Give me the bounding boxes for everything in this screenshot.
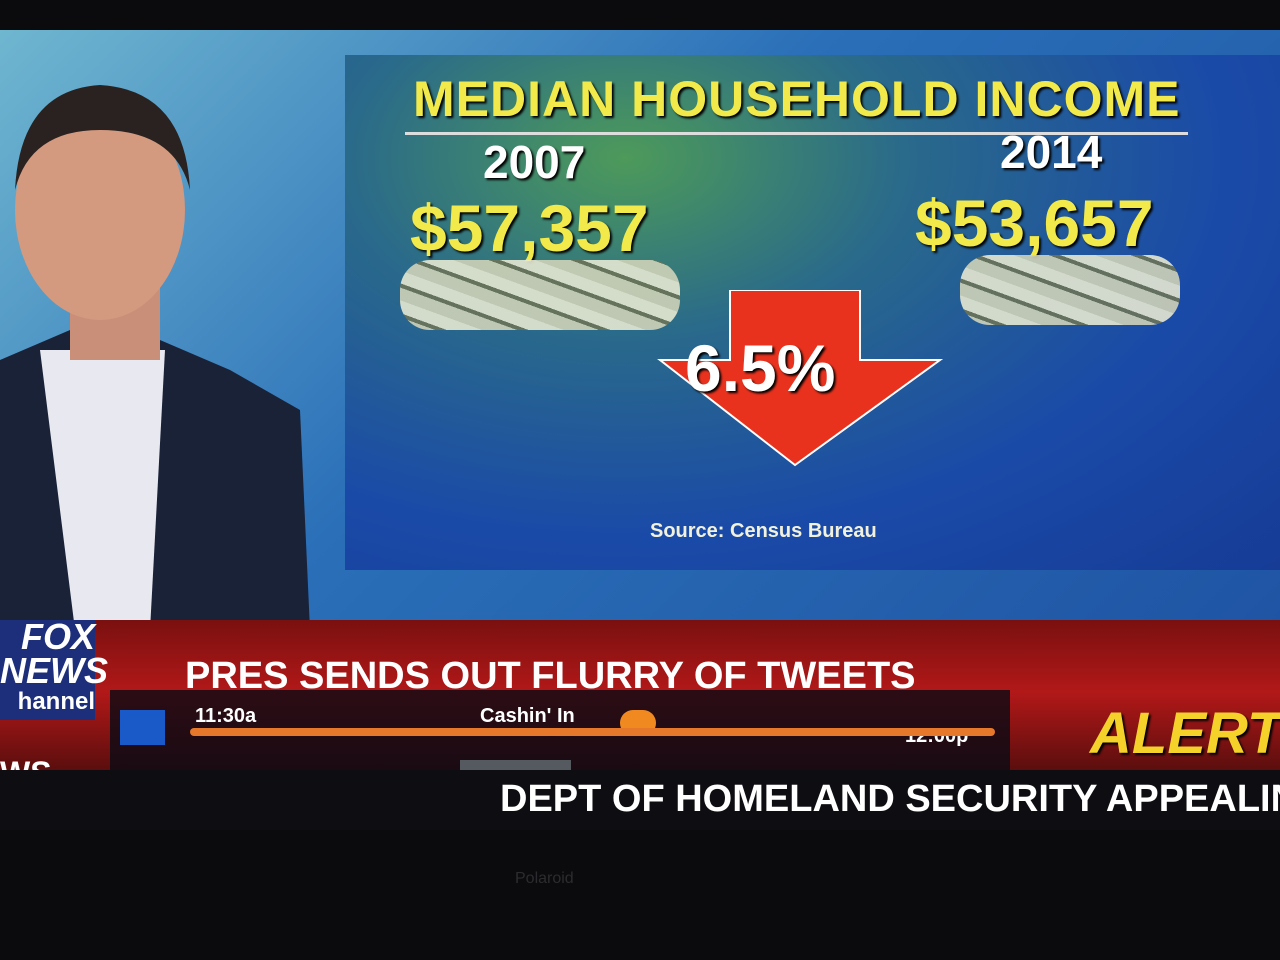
- channel-logo: FOX NEWS hannel: [0, 616, 108, 720]
- year-label: 2007: [483, 136, 586, 188]
- crawl-bar: [0, 770, 1280, 830]
- provider-logo: [120, 710, 165, 745]
- channel-text: hannel: [17, 688, 95, 715]
- percent-change: 6.5%: [685, 331, 836, 405]
- logo-text: NEWS: [0, 650, 108, 691]
- news-crawl: DEPT OF HOMELAND SECURITY APPEALIN: [500, 778, 1280, 820]
- progress-bar: [190, 728, 995, 736]
- income-amount: $57,357: [410, 191, 649, 265]
- start-time: 11:30a: [195, 705, 257, 727]
- program-guide: 11:30a Cashin' In 12:00p 11:42a: [110, 690, 1010, 799]
- year-label: 2014: [1000, 126, 1103, 178]
- income-amount: $53,657: [915, 186, 1154, 260]
- graphic-title: MEDIAN HOUSEHOLD INCOME: [405, 70, 1189, 135]
- tv-brand: Polaroid: [515, 870, 574, 887]
- tv-screen: MEDIAN HOUSEHOLD INCOME 2007 $57,357 201…: [0, 30, 1280, 830]
- logo-text: FOX: [20, 616, 95, 657]
- source-note: Source: Census Bureau: [650, 520, 877, 542]
- money-pile: [400, 260, 680, 330]
- alert-badge: ALERT: [1090, 701, 1280, 766]
- down-arrow: [657, 290, 944, 467]
- anchor: [0, 85, 310, 630]
- money-pile: [960, 255, 1180, 325]
- program-name: Cashin' In: [480, 705, 575, 727]
